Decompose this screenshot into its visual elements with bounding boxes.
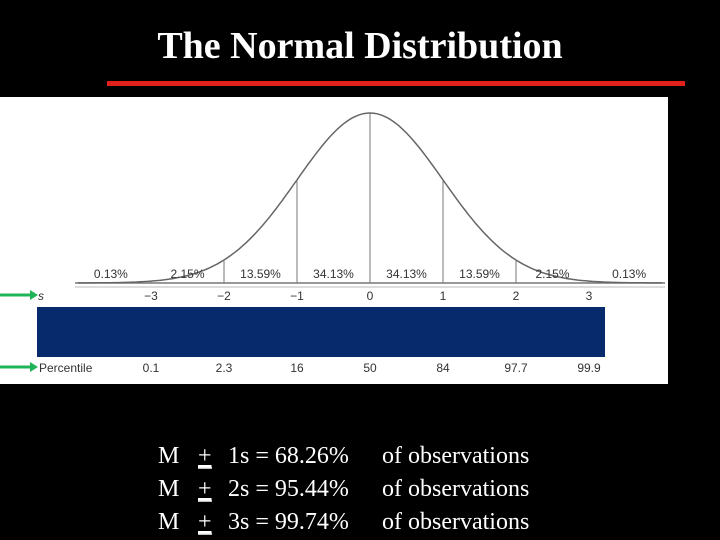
s-value: 0 [367, 289, 374, 303]
s-value: −3 [144, 289, 158, 303]
area-label: 2.15% [170, 267, 204, 281]
area-label: 34.13% [313, 267, 354, 281]
title: The Normal Distribution [157, 25, 562, 67]
arrow-head [30, 362, 38, 372]
percentile: 84 [436, 361, 450, 375]
mean: M [158, 443, 179, 469]
percentile: 16 [290, 361, 304, 375]
sign: + [198, 443, 212, 469]
sign: + [198, 476, 212, 502]
s-value: 3 [586, 289, 593, 303]
area-label: 34.13% [386, 267, 427, 281]
area-label: 13.59% [459, 267, 500, 281]
sign: + [198, 509, 212, 535]
expression: 3s = 99.74% [228, 509, 349, 535]
s-value: 2 [513, 289, 520, 303]
percentile: 0.1 [143, 361, 160, 375]
percentile: 97.7 [504, 361, 528, 375]
blue-box [37, 307, 605, 357]
area-label: 13.59% [240, 267, 281, 281]
area-label: 2.15% [535, 267, 569, 281]
percentile: 50 [363, 361, 377, 375]
expression: 1s = 68.26% [228, 443, 349, 469]
tail: of observations [382, 443, 529, 469]
percentile: 2.3 [216, 361, 233, 375]
percentile-label: Percentile [39, 361, 93, 375]
expression: 2s = 95.44% [228, 476, 349, 502]
mean: M [158, 509, 179, 535]
title-rule [107, 81, 685, 86]
s-value: −1 [290, 289, 304, 303]
area-label: 0.13% [94, 267, 128, 281]
tail: of observations [382, 476, 529, 502]
tail: of observations [382, 509, 529, 535]
arrow-head [30, 290, 38, 300]
percentile: 99.9 [577, 361, 601, 375]
mean: M [158, 476, 179, 502]
s-value: 1 [440, 289, 447, 303]
s-label: s [38, 289, 44, 303]
s-value: −2 [217, 289, 231, 303]
area-label: 0.13% [612, 267, 646, 281]
